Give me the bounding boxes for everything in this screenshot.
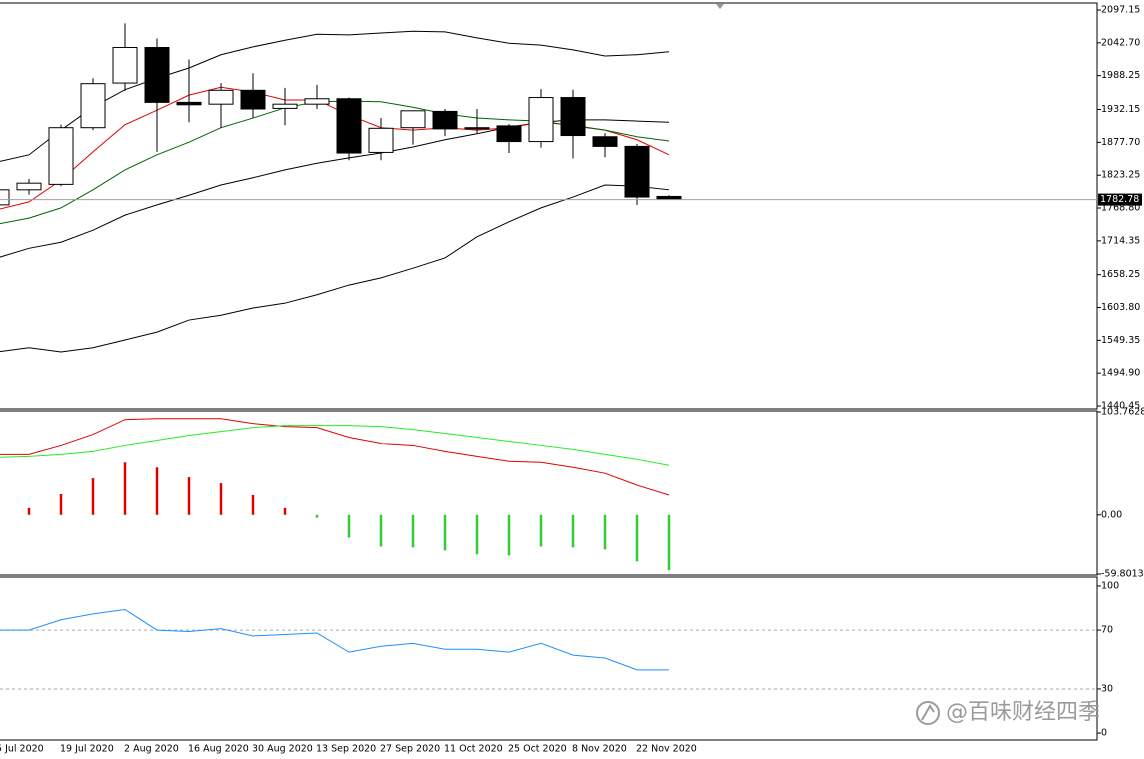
x-tick-label: 13 Sep 2020	[316, 744, 376, 755]
candle-body	[400, 110, 426, 129]
x-tick-label: 11 Oct 2020	[444, 744, 503, 755]
rsi-plot	[0, 608, 1097, 690]
y-tick-label: 1440.45	[1101, 401, 1140, 412]
candle-body	[528, 97, 554, 143]
candle-body	[48, 127, 74, 185]
y-tick-label: 103.7628	[1101, 407, 1144, 418]
y-tick-label: 100	[1101, 580, 1119, 591]
candle-body	[336, 98, 362, 154]
x-tick-label: 16 Aug 2020	[188, 744, 249, 755]
y-tick-label: 2097.15	[1101, 5, 1140, 16]
y-tick-label: 1658.25	[1101, 269, 1140, 280]
candle-body	[208, 89, 234, 105]
candle-body	[240, 89, 266, 110]
candle-body	[496, 125, 522, 143]
x-tick-label: 19 Jul 2020	[60, 744, 114, 755]
candle-body	[176, 101, 202, 106]
axes: 2097.15 2042.70 1988.25 1932.15 1877.70 1823.…	[0, 5, 1144, 755]
y-tick-label: 1877.70	[1101, 137, 1140, 148]
y-tick-label: 1549.35	[1101, 335, 1140, 346]
y-tick-label: 1768.80	[1101, 203, 1140, 214]
indicator-line	[0, 100, 670, 225]
x-tick-label: 25 Oct 2020	[508, 744, 567, 755]
candle-body	[560, 97, 586, 137]
rsi-line	[0, 608, 669, 671]
watermark-text: @百味财经四季	[946, 700, 1100, 725]
last-price-box	[1098, 193, 1142, 206]
indicator-line	[0, 119, 670, 258]
candle-body	[0, 189, 10, 206]
y-tick-label: 1988.25	[1101, 70, 1140, 81]
indicator-line	[0, 30, 670, 162]
x-tick-label: 30 Aug 2020	[252, 744, 313, 755]
macd-plot	[0, 418, 671, 571]
y-tick-label: 0.00	[1101, 509, 1122, 520]
candle-body	[592, 136, 618, 147]
candle-body	[368, 127, 394, 153]
candle-body	[304, 98, 330, 105]
x-tick-label: 27 Sep 2020	[380, 744, 440, 755]
x-tick-label: 5 Jul 2020	[0, 744, 44, 755]
candle-body	[144, 47, 170, 103]
watermark-icon-arrow	[921, 704, 935, 721]
y-tick-label: -59.8013	[1101, 569, 1144, 580]
y-tick-label: 0	[1101, 728, 1107, 739]
shift-marker	[716, 4, 724, 9]
y-tick-label: 2042.70	[1101, 37, 1140, 48]
indicator-line	[0, 425, 670, 466]
indicator-line	[0, 184, 670, 353]
y-tick-label: 70	[1101, 625, 1113, 636]
last-price-label: 1782.78	[1100, 194, 1139, 205]
y-tick-label: 1603.80	[1101, 302, 1140, 313]
y-tick-label: 1494.90	[1101, 368, 1140, 379]
main-panel-frame	[0, 2, 1098, 410]
candle-body	[432, 110, 458, 130]
candle-body	[624, 145, 650, 198]
x-tick-label: 8 Nov 2020	[572, 744, 627, 755]
y-tick-label: 1714.35	[1101, 235, 1140, 246]
x-tick-label: 22 Nov 2020	[636, 744, 697, 755]
candle-body	[464, 127, 490, 130]
candle-body	[80, 83, 106, 129]
candle-body	[112, 47, 138, 84]
indicator-line	[0, 418, 670, 496]
y-tick-label: 1823.25	[1101, 170, 1140, 181]
candle-body	[16, 182, 42, 191]
y-tick-label: 30	[1101, 683, 1113, 694]
rsi-panel-frame	[0, 576, 1098, 741]
watermark: @百味财经四季	[916, 700, 1100, 725]
x-tick-label: 2 Aug 2020	[124, 744, 179, 755]
candle-body	[272, 103, 298, 109]
macd-panel-frame	[0, 410, 1098, 576]
main-plot	[0, 23, 1097, 353]
candle-body	[656, 195, 682, 200]
watermark-icon	[916, 701, 940, 725]
y-tick-label: 1932.15	[1101, 104, 1140, 115]
